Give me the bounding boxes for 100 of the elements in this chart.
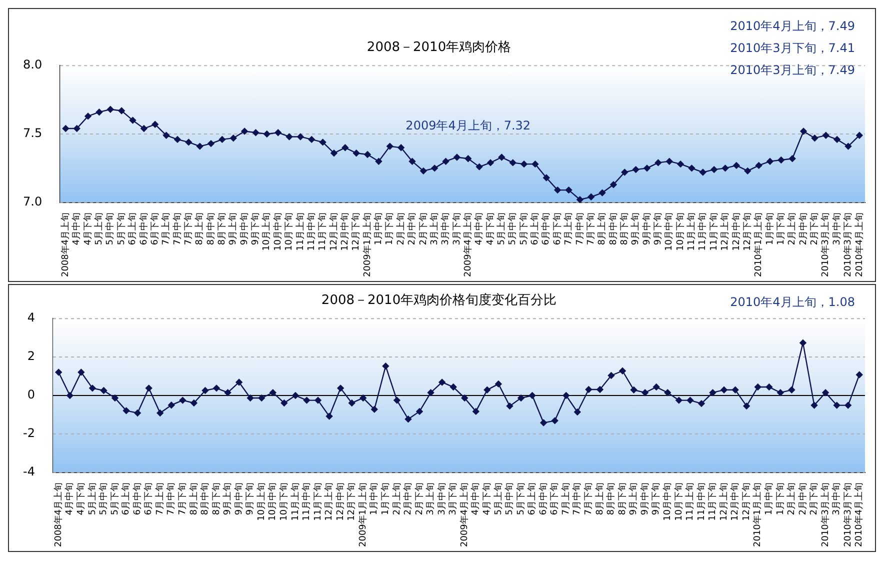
x-tick-label: 2009年4月上旬: [458, 482, 470, 548]
y-tick-label: 8.0: [22, 58, 42, 72]
x-tick-label: 11月下旬: [708, 212, 720, 251]
x-tick-label: 10月上旬: [261, 212, 272, 251]
x-tick-label: 2月下旬: [809, 212, 820, 246]
y-tick-label: 7.0: [22, 194, 42, 208]
x-tick-label: 9月中旬: [238, 212, 250, 246]
x-tick-label: 2009年1月上旬: [357, 482, 368, 548]
x-tick-label: 5月中旬: [504, 482, 516, 516]
x-tick-label: 9月中旬: [639, 482, 650, 516]
x-tick-label: 2010年3月下旬: [842, 212, 854, 278]
x-tick-label: 2月中旬: [406, 212, 418, 246]
x-tick-label: 4月中旬: [470, 482, 482, 516]
x-tick-label: 11月下旬: [317, 212, 328, 251]
x-tick-label: 11月上旬: [294, 212, 306, 251]
x-tick-label: 8月下旬: [210, 482, 222, 516]
x-tick-label: 3月中旬: [831, 212, 842, 246]
x-tick-label: 8月上旬: [594, 482, 606, 516]
x-tick-label: 8月上旬: [188, 482, 200, 516]
x-tick-label: 2010年3月下旬: [842, 482, 854, 548]
x-tick-label: 10月下旬: [674, 212, 686, 251]
x-tick-label: 2010年1月上旬: [753, 212, 764, 278]
x-tick-label: 5月中旬: [104, 212, 116, 246]
x-tick-label: 5月下旬: [518, 212, 530, 246]
y-tick-label: -4: [22, 464, 35, 478]
x-tick-label: 10月中旬: [272, 212, 284, 251]
x-tick-label: 2月下旬: [808, 482, 820, 516]
x-tick-label: 12月下旬: [740, 482, 752, 521]
x-tick-label: 6月中旬: [538, 482, 549, 516]
x-tick-label: 5月上旬: [94, 212, 105, 246]
x-tick-label: 9月上旬: [628, 482, 640, 516]
x-tick-label: 1月中旬: [763, 482, 774, 516]
x-tick-label: 2008年4月上旬: [60, 212, 72, 278]
x-tick-label: 7月中旬: [572, 482, 583, 516]
x-tick-label: 11月中旬: [697, 212, 708, 251]
x-tick-label: 9月中旬: [641, 212, 652, 246]
x-tick-label: 9月上旬: [228, 212, 239, 246]
x-tick-label: 1月中旬: [368, 482, 380, 516]
x-tick-label: 6月中旬: [132, 482, 143, 516]
x-tick-label: 10月下旬: [673, 482, 684, 521]
x-tick-label: 5月下旬: [515, 482, 526, 516]
x-tick-label: 10月上旬: [256, 482, 267, 521]
x-tick-label: 10月中旬: [267, 482, 278, 521]
x-tick-label: 8月上旬: [596, 212, 608, 246]
x-tick-label: 4月中旬: [64, 482, 76, 516]
x-tick-label: 8月中旬: [205, 212, 216, 246]
x-tick-label: 6月下旬: [552, 212, 563, 246]
x-tick-label: 11月中旬: [306, 212, 317, 251]
x-tick-label: 11月中旬: [696, 482, 707, 521]
x-tick-label: 1月中旬: [373, 212, 384, 246]
x-tick-label: 12月中旬: [730, 482, 741, 521]
x-tick-label: 7月上旬: [154, 482, 166, 516]
x-tick-label: 4月中旬: [71, 212, 82, 246]
x-tick-label: 12月中旬: [340, 212, 350, 251]
x-tick-label: 8月下旬: [216, 212, 228, 246]
x-tick-label: 1月中旬: [764, 212, 776, 246]
x-tick-label: 11月上旬: [290, 482, 301, 521]
x-tick-label: 2月上旬: [395, 212, 406, 246]
x-tick-label: 2月上旬: [786, 212, 798, 246]
x-tick-label: 6月中旬: [138, 212, 150, 246]
y-tick-label: 7.5: [22, 126, 42, 140]
y-tick-label: 0: [27, 388, 35, 402]
x-tick-label: 6月中旬: [540, 212, 552, 246]
x-tick-label: 7月下旬: [177, 482, 188, 516]
text: 2010年3月下旬，7.41: [730, 41, 855, 56]
x-tick-label: 2月中旬: [798, 212, 809, 246]
x-tick-label: 8月下旬: [618, 212, 630, 246]
x-tick-label: 11月中旬: [301, 482, 312, 521]
x-tick-label: 9月下旬: [250, 212, 262, 246]
x-tick-label: 3月中旬: [831, 482, 842, 516]
x-tick-label: 7月中旬: [574, 212, 586, 246]
x-tick-label: 6月上旬: [120, 482, 132, 516]
x-tick-label: 2008年4月上旬: [52, 482, 64, 548]
x-tick-label: 3月下旬: [448, 482, 459, 516]
x-tick-label: 7月上旬: [560, 482, 572, 516]
x-tick-label: 3月上旬: [428, 212, 440, 246]
annotation: 2010年3月上旬，7.49: [730, 63, 855, 78]
x-tick-label: 10月中旬: [664, 212, 675, 251]
x-tick-label: 11月下旬: [312, 482, 324, 521]
x-tick-label: 4月下旬: [82, 212, 94, 246]
x-tick-label: 2010年3月上旬: [820, 482, 831, 548]
text: 2010年4月上旬，1.08: [730, 295, 855, 310]
text: 2010年4月上旬，7.49: [730, 19, 855, 34]
x-tick-label: 12月上旬: [324, 482, 335, 521]
x-tick-label: 12月上旬: [718, 482, 730, 521]
x-tick-label: 5月上旬: [492, 482, 504, 516]
x-tick-label: 6月下旬: [549, 482, 560, 516]
x-tick-label: 10月中旬: [662, 482, 673, 521]
x-tick-label: 11月下旬: [707, 482, 718, 521]
chart-title: 2008－2010年鸡肉价格旬度变化百分比: [321, 292, 557, 308]
x-tick-label: 1月下旬: [774, 482, 786, 516]
x-tick-label: 2010年3月上旬: [820, 212, 832, 278]
x-tick-label: 12月下旬: [742, 212, 753, 251]
x-tick-label: 7月中旬: [172, 212, 183, 246]
x-tick-label: 11月上旬: [686, 212, 698, 251]
x-tick-label: 2009年4月上旬: [462, 212, 474, 278]
x-tick-label: 2月中旬: [797, 482, 808, 516]
x-tick-label: 7月下旬: [585, 212, 596, 246]
x-tick-label: 1月下旬: [384, 212, 396, 246]
x-tick-label: 12月中旬: [334, 482, 346, 521]
